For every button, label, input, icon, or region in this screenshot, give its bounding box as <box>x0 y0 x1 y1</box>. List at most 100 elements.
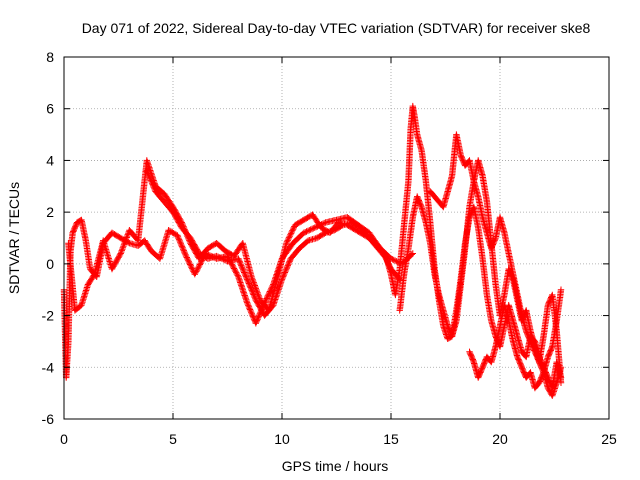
data-point <box>557 286 565 293</box>
data-point <box>250 291 257 298</box>
data-point <box>175 235 182 242</box>
data-point <box>262 296 270 304</box>
data-point <box>180 246 187 253</box>
data-point <box>233 269 240 276</box>
data-point <box>238 262 245 269</box>
data-point <box>151 185 158 192</box>
data-point <box>243 274 250 282</box>
data-point <box>243 299 251 306</box>
data-point <box>250 292 258 300</box>
data-point <box>220 256 227 263</box>
data-point <box>303 228 310 235</box>
data-point <box>116 251 124 258</box>
data-point <box>191 271 198 278</box>
data-point <box>266 289 273 297</box>
data-point <box>214 253 222 260</box>
y-tick-label: 6 <box>46 101 54 117</box>
data-point <box>283 238 291 245</box>
data-point <box>246 306 254 313</box>
data-point <box>286 233 293 240</box>
data-point <box>221 256 228 264</box>
data-point <box>159 245 167 252</box>
data-point <box>231 266 238 274</box>
data-point <box>235 256 243 264</box>
data-point <box>248 309 255 316</box>
data-point <box>179 244 186 251</box>
y-tick-label: -2 <box>42 308 55 324</box>
data-point <box>253 318 260 326</box>
data-point <box>279 274 286 282</box>
data-point <box>280 272 287 279</box>
data-point <box>174 233 182 240</box>
data-point <box>230 265 238 272</box>
y-tick-label: 4 <box>46 152 54 168</box>
data-points <box>60 102 565 399</box>
data-point <box>121 238 129 246</box>
data-point <box>178 241 185 249</box>
data-point <box>178 243 186 250</box>
data-point <box>246 305 253 312</box>
data-point <box>176 237 183 245</box>
data-point <box>119 244 127 251</box>
data-point <box>311 224 318 231</box>
data-point <box>119 246 126 253</box>
data-point <box>148 178 155 185</box>
y-tick-label: -4 <box>42 359 55 375</box>
x-tick-label: 5 <box>169 431 177 447</box>
data-point <box>557 364 565 371</box>
data-point <box>282 266 290 273</box>
data-point <box>310 225 317 232</box>
data-point <box>160 243 167 250</box>
data-point <box>192 269 199 276</box>
data-point <box>289 227 296 234</box>
data-point <box>249 313 257 320</box>
y-tick-label: 0 <box>46 256 54 272</box>
data-point <box>147 177 155 184</box>
x-tick-label: 25 <box>601 431 617 447</box>
data-point <box>234 272 241 279</box>
data-point <box>248 287 255 294</box>
data-point <box>290 224 297 232</box>
data-point <box>150 184 157 191</box>
data-point <box>177 240 184 247</box>
data-point <box>185 258 192 265</box>
data-point <box>284 262 291 269</box>
data-point <box>300 229 307 236</box>
data-point <box>196 262 203 270</box>
x-tick-label: 10 <box>274 431 290 447</box>
data-point <box>217 254 224 262</box>
data-point <box>245 278 252 286</box>
data-point <box>281 270 288 278</box>
data-point <box>263 295 270 302</box>
data-point <box>193 268 200 275</box>
data-point <box>251 294 258 301</box>
data-point <box>236 259 244 266</box>
data-point <box>281 269 289 276</box>
data-point <box>253 317 261 324</box>
data-point <box>146 174 153 181</box>
data-point <box>282 267 289 275</box>
data-point <box>181 250 189 257</box>
x-axis-title: GPS time / hours <box>282 458 389 474</box>
series-trace-5 <box>396 157 565 386</box>
data-point <box>254 316 261 323</box>
data-point <box>321 219 328 227</box>
data-point <box>285 259 293 266</box>
data-point <box>232 268 239 275</box>
data-point <box>409 250 416 257</box>
data-point <box>288 228 295 236</box>
data-point <box>251 280 258 288</box>
data-point <box>144 170 152 177</box>
data-point <box>239 265 246 272</box>
data-point <box>243 276 251 283</box>
data-point <box>213 252 220 260</box>
data-point <box>175 236 183 243</box>
data-point <box>285 234 293 241</box>
plot-frame <box>63 56 610 420</box>
data-point <box>186 259 193 267</box>
data-point <box>124 232 131 240</box>
data-point <box>188 264 195 271</box>
data-point <box>122 235 130 243</box>
data-point <box>233 270 241 278</box>
